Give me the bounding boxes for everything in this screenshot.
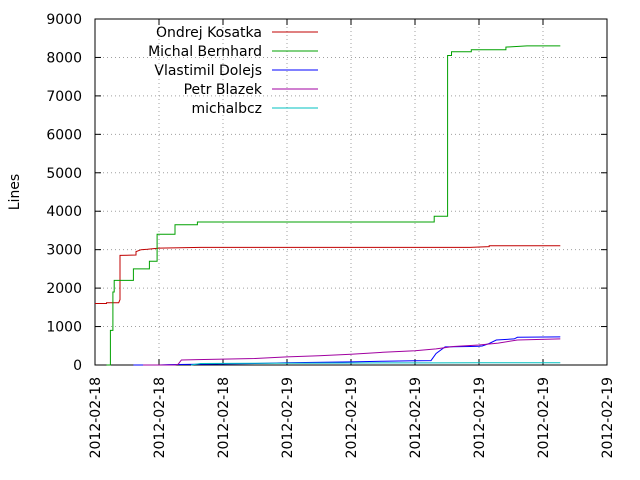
- legend-label-michalbcz: michalbcz: [192, 101, 263, 117]
- series-line-ondrej-kosatka: [95, 245, 561, 304]
- gridlines: [95, 19, 607, 365]
- series-lines: [95, 45, 561, 366]
- x-tick-label: 2012-02-18: [88, 377, 104, 458]
- x-tick-label: 2012-02-19: [280, 377, 296, 458]
- x-tick-label: 2012-02-19: [408, 377, 424, 458]
- y-axis: 0 1000 2000 3000 4000 5000 6000 7000 8000 9000: [46, 12, 607, 374]
- y-tick-label: 2000: [46, 281, 82, 297]
- legend-label-vlastimil-dolejs: Vlastimil Dolejs: [154, 63, 262, 79]
- y-tick-label: 4000: [46, 204, 82, 220]
- series-line-michalbcz: [190, 362, 561, 366]
- legend-label-michal-bernhard: Michal Bernhard: [148, 44, 262, 60]
- legend-label-petr-blazek: Petr Blazek: [184, 82, 263, 98]
- x-tick-label: 2012-02-19: [344, 377, 360, 458]
- y-tick-label: 0: [73, 358, 82, 374]
- y-tick-label: 7000: [46, 89, 82, 105]
- x-tick-label: 2012-02-18: [216, 377, 232, 458]
- x-tick-label: 2012-02-18: [152, 377, 168, 458]
- x-axis: 2012-02-18 2012-02-18 2012-02-18 2012-02-19…: [88, 19, 616, 458]
- y-tick-label: 9000: [46, 12, 82, 28]
- x-tick-label: 2012-02-19: [472, 377, 488, 458]
- y-tick-label: 1000: [46, 320, 82, 336]
- series-line-petr-blazek: [143, 338, 561, 366]
- y-tick-label: 6000: [46, 127, 82, 143]
- series-line-michal-bernhard: [106, 45, 561, 366]
- legend: Ondrej Kosatka Michal Bernhard Vlastimil D…: [148, 25, 318, 117]
- y-tick-label: 8000: [46, 50, 82, 66]
- y-tick-label: 3000: [46, 243, 82, 259]
- series-line-vlastimil-dolejs: [133, 336, 561, 366]
- y-axis-label: Lines: [7, 174, 23, 210]
- y-tick-label: 5000: [46, 166, 82, 182]
- legend-label-ondrej-kosatka: Ondrej Kosatka: [156, 25, 262, 41]
- x-tick-label: 2012-02-19: [600, 377, 616, 458]
- x-tick-label: 2012-02-19: [536, 377, 552, 458]
